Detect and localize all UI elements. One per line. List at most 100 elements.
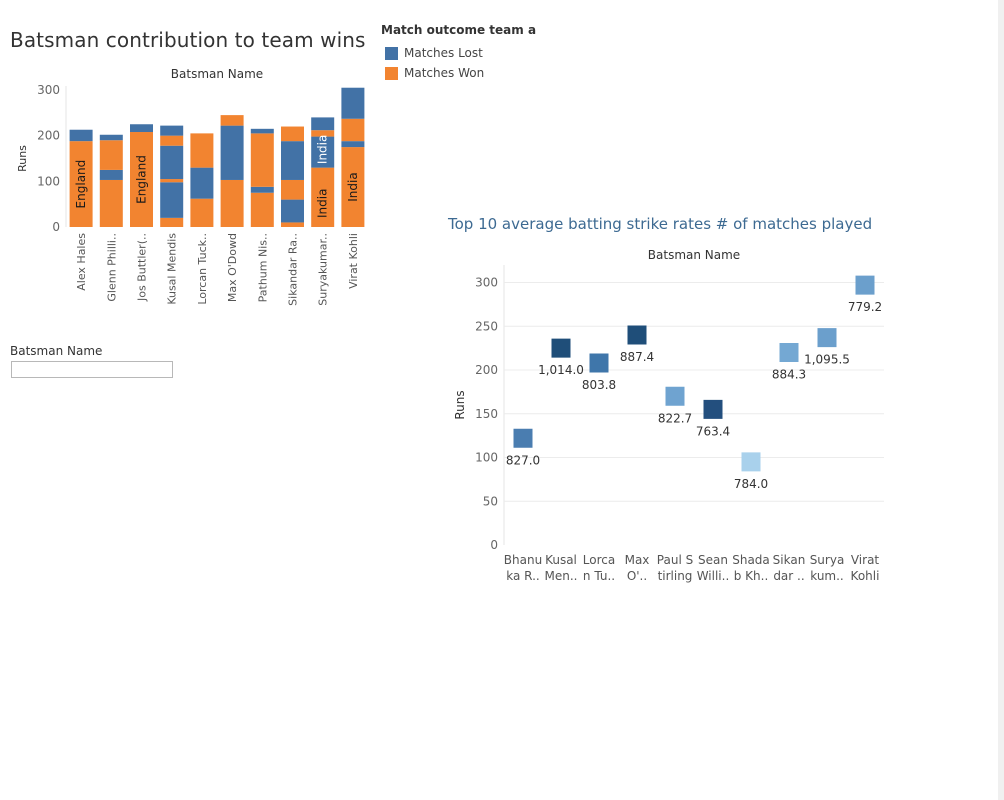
strike-rate-chart: Batsman Name Runs 0 50 100 150 200 250 300 827.0 B… — [453, 248, 884, 583]
bar-inline-label: England — [74, 160, 88, 209]
bar-segment-lost — [160, 145, 184, 180]
bar-segment-won — [281, 222, 304, 227]
filter-label: Batsman Name — [10, 344, 103, 358]
bar-segment-won — [220, 115, 244, 126]
chart2-y-tick-label: 0 — [490, 538, 498, 552]
chart2-x-tick-label-line2: Kohli — [851, 569, 880, 583]
legend-title: Match outcome team a — [381, 23, 537, 37]
strike-rate-marker — [627, 325, 647, 345]
bar-segment-lost — [160, 182, 184, 218]
chart2-header: Batsman Name — [648, 248, 740, 262]
bar-segment-lost — [281, 141, 304, 180]
bar-inline-label: India — [316, 189, 330, 218]
legend-item-lost[interactable]: Matches Lost — [385, 43, 536, 63]
bar-segment-won — [281, 179, 304, 200]
strike-rate-marker — [703, 399, 723, 419]
chart2-x-tick-label-line2: Men.. — [545, 569, 578, 583]
chart2-x-tick-label-line2: kum.. — [810, 569, 844, 583]
bar-segment-won — [190, 133, 214, 168]
chart2-x-tick-label-line2: tirling — [658, 569, 693, 583]
legend: Match outcome team a Matches Lost Matche… — [381, 23, 536, 83]
chart2-x-tick-label-line1: Sikan — [773, 553, 806, 567]
chart2-y-tick-label: 250 — [475, 319, 498, 333]
bar-segment-won — [69, 141, 93, 227]
chart2-x-tick-label-line2: ka R.. — [506, 569, 539, 583]
bar-segment-lost — [281, 199, 304, 223]
bar-inline-label: England — [135, 155, 149, 204]
strike-rate-label: 822.7 — [658, 411, 692, 425]
x-tick-label: Sikandar Ra.. — [287, 233, 300, 306]
chart1-y-tick-label: 300 — [37, 83, 60, 97]
strike-rate-label: 887.4 — [620, 350, 654, 364]
bar-segment-lost — [250, 128, 274, 134]
x-tick-label: Pathum Nis.. — [256, 233, 269, 302]
bar-segment-won — [160, 217, 184, 227]
bar-segment-lost — [250, 186, 274, 193]
chart2-x-tick-label-line1: Paul S — [657, 553, 693, 567]
stacked-bar-chart: Batsman Name Runs 0 100 200 300 England Alex Ha… — [16, 67, 365, 306]
bar-segment-lost — [220, 125, 244, 180]
window-edge — [998, 0, 1004, 800]
bar-segment-won — [220, 179, 244, 227]
strike-rate-marker — [817, 328, 837, 348]
bar-segment-lost — [69, 129, 93, 142]
strike-rate-marker — [513, 428, 533, 448]
bar-segment-won — [190, 198, 214, 227]
chart2-y-tick-label: 300 — [475, 276, 498, 290]
strike-rate-marker — [741, 452, 761, 472]
chart2-y-axis-title: Runs — [453, 390, 467, 419]
bar-segment-lost — [190, 167, 214, 199]
legend-label-lost: Matches Lost — [404, 46, 483, 60]
bar-inline-label: India — [346, 172, 360, 201]
x-tick-label: Lorcan Tuck.. — [196, 233, 209, 305]
strike-rate-label: 884.3 — [772, 368, 806, 382]
batsman-name-filter-input[interactable] — [11, 361, 173, 378]
chart1-header: Batsman Name — [171, 67, 263, 81]
x-tick-label: Suryakumar.. — [317, 233, 330, 306]
legend-item-won[interactable]: Matches Won — [385, 63, 536, 83]
strike-rate-label: 779.2 — [848, 300, 882, 314]
x-tick-label: Max O'Dowd — [226, 233, 239, 302]
chart2-x-tick-label-line2: n Tu.. — [583, 569, 615, 583]
chart2-x-tick-label-line2: dar .. — [773, 569, 804, 583]
bar-segment-lost — [341, 141, 365, 148]
chart2-x-tick-label-line1: Lorca — [583, 553, 615, 567]
chart1-y-axis-title: Runs — [16, 145, 29, 172]
strike-rate-marker — [665, 386, 685, 406]
bar-segment-won — [341, 118, 365, 142]
bar-segment-lost — [99, 134, 123, 141]
chart2-x-tick-label-line1: Surya — [810, 553, 845, 567]
legend-swatch-lost — [385, 46, 398, 60]
bar-segment-lost — [341, 87, 365, 119]
strike-rate-label: 803.8 — [582, 378, 616, 392]
chart1-y-tick-label: 100 — [37, 174, 60, 188]
chart-title-left: Batsman contribution to team wins — [10, 28, 366, 52]
strike-rate-label: 827.0 — [506, 453, 540, 467]
chart1-y-tick-label: 0 — [52, 220, 60, 234]
x-tick-label: Virat Kohli — [347, 233, 360, 289]
strike-rate-label: 784.0 — [734, 477, 768, 491]
bar-segment-won — [130, 132, 153, 227]
strike-rate-label: 1,014.0 — [538, 363, 584, 377]
chart2-x-tick-label-line1: Kusal — [545, 553, 577, 567]
chart2-y-tick-label: 100 — [475, 451, 498, 465]
bar-segment-lost — [311, 117, 335, 131]
chart2-x-tick-label-line1: Max — [625, 553, 650, 567]
strike-rate-label: 763.4 — [696, 424, 730, 438]
bar-segment-lost — [99, 169, 123, 180]
bar-segment-won — [311, 167, 335, 227]
bar-segment-lost — [130, 124, 153, 133]
chart2-x-tick-label-line1: Shada — [732, 553, 770, 567]
bar-segment-won — [250, 133, 274, 187]
strike-rate-marker — [779, 343, 799, 362]
strike-rate-marker — [855, 275, 875, 295]
x-tick-label: Jos Buttler(.. — [136, 233, 149, 302]
chart2-x-tick-label-line2: Willi.. — [697, 569, 730, 583]
legend-label-won: Matches Won — [404, 66, 485, 80]
chart2-y-tick-label: 150 — [475, 407, 498, 421]
chart-title-right: Top 10 average batting strike rates # of… — [448, 215, 873, 233]
x-tick-label: Kusal Mendis — [166, 233, 179, 305]
bar-segment-won — [281, 126, 304, 142]
chart2-x-tick-label-line2: O'.. — [627, 569, 647, 583]
bar-segment-won — [341, 147, 365, 227]
